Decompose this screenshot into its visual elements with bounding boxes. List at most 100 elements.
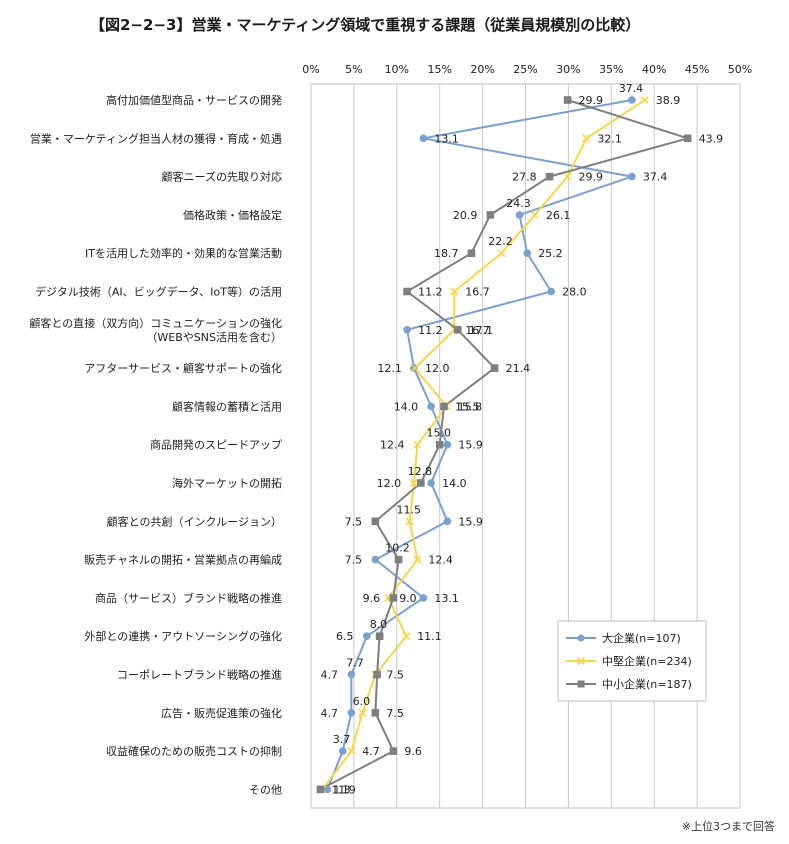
chart-title: 【図2−2−3】営業・マーケティング領域で重視する課題（従業員規模別の比較）: [90, 16, 641, 34]
x-axis-ticks: 0% 5% 10% 15% 20% 25% 30% 35% 40% 45% 50%: [302, 63, 752, 76]
data-point: [371, 555, 380, 564]
data-point: [427, 479, 435, 487]
data-point: [417, 479, 425, 487]
data-labels: 29.9 37.4 38.9 13.1 32.1 43.9 27.8 29.9 37.4 20.9…: [321, 82, 724, 796]
legend-label: 中小企業(n=187): [602, 677, 692, 691]
data-point: [410, 364, 419, 373]
data-point: [628, 96, 636, 104]
data-point: [435, 440, 444, 449]
x-tick-label: 15%: [427, 63, 451, 76]
data-point: [453, 326, 462, 334]
data-label: 24.3: [506, 197, 531, 210]
category-label: 外部との連携・アウトソーシングの強化: [84, 629, 282, 643]
data-label: 11.2: [418, 286, 443, 299]
data-label: 37.4: [643, 171, 668, 184]
data-point: [523, 249, 532, 257]
data-label: 38.9: [656, 94, 681, 107]
data-point: [316, 785, 325, 794]
data-label: 12.4: [380, 439, 405, 452]
data-point: [419, 594, 428, 602]
data-point: [582, 134, 591, 143]
x-tick-label: 20%: [470, 63, 494, 76]
data-label: 12.1: [377, 362, 402, 375]
category-label: 高付加価値型商品・サービスの開発: [106, 93, 282, 107]
data-point: [413, 440, 422, 449]
data-label: 12.4: [428, 554, 453, 567]
data-point: [323, 785, 332, 794]
data-point: [347, 709, 356, 717]
data-label: 7.5: [386, 669, 404, 682]
data-point: [338, 747, 347, 755]
data-label: 15.8: [458, 400, 483, 413]
data-point: [409, 478, 419, 488]
x-tick-label: 0%: [302, 63, 319, 76]
legend-item: 大企業(n=107): [566, 631, 681, 645]
data-point: [427, 402, 435, 411]
data-label: 1.1: [331, 783, 349, 796]
data-label: 37.4: [619, 82, 644, 95]
x-tick-label: 10%: [385, 63, 409, 76]
category-label: アフターサービス・顧客サポートの強化: [84, 361, 282, 375]
category-label: デジタル技術（AI、ビッグデータ、IoT等）の活用: [35, 285, 282, 299]
data-label: 7.5: [386, 707, 404, 720]
data-point: [389, 594, 398, 602]
data-label: 20.9: [453, 209, 478, 222]
data-label: 14.0: [442, 477, 467, 490]
x-tick-label: 25%: [513, 63, 537, 76]
data-point: [490, 364, 499, 372]
category-label: 広告・販売促進策の強化: [161, 706, 282, 720]
data-label: 17.1: [469, 324, 494, 337]
data-point: [375, 632, 384, 640]
data-label: 15.5: [455, 400, 480, 413]
data-point: [403, 287, 411, 296]
x-tick-label: 35%: [599, 63, 623, 76]
data-label: 11.5: [397, 503, 422, 516]
data-point: [403, 326, 411, 334]
data-label: 7.7: [346, 657, 364, 670]
data-point: [547, 287, 556, 296]
data-point: [497, 249, 506, 258]
data-label: 4.7: [362, 745, 380, 758]
x-tick-label: 40%: [642, 63, 666, 76]
x-tick-label: 45%: [685, 63, 709, 76]
category-label: 顧客ニーズの先取り対応: [162, 170, 282, 184]
series-markers: [316, 95, 692, 794]
data-point: [563, 96, 572, 104]
data-label: 3.7: [333, 733, 351, 746]
data-label: 8.0: [370, 618, 388, 631]
data-point: [419, 134, 428, 143]
x-tick-label: 5%: [345, 63, 362, 76]
category-label: 販売チャネルの開拓・営業拠点の再編成: [84, 553, 282, 567]
category-label: 顧客情報の蓄積と活用: [172, 399, 282, 413]
data-point: [389, 747, 398, 755]
data-point: [545, 172, 554, 181]
data-point: [530, 210, 540, 219]
legend-item: 中堅企業(n=234): [566, 654, 692, 668]
data-label: 32.1: [597, 132, 622, 145]
data-label: 28.0: [562, 286, 587, 299]
data-point: [683, 134, 692, 143]
data-label: 15.9: [458, 515, 483, 528]
data-label: 9.6: [363, 592, 381, 605]
category-label: 商品開発のスピードアップ: [150, 438, 282, 452]
legend: 大企業(n=107) 中堅企業(n=234) 中小企業(n=187): [557, 620, 707, 702]
category-label: 収益確保のための販売コストの抑制: [106, 744, 282, 758]
data-label: 26.1: [546, 209, 571, 222]
category-label: 商品（サービス）ブランド戦略の推進: [95, 591, 282, 605]
data-label: 4.7: [321, 707, 339, 720]
data-label: 1.3: [333, 783, 351, 796]
category-label: 顧客との共創（インクルージョン）: [107, 514, 282, 528]
legend-item: 中小企業(n=187): [566, 677, 692, 691]
data-label: 27.8: [512, 171, 537, 184]
data-label: 15.9: [458, 439, 483, 452]
x-tick-label: 30%: [556, 63, 580, 76]
category-labels: 高付加価値型商品・サービスの開発営業・マーケティング担当人材の獲得・育成・処遇顧…: [29, 93, 282, 796]
data-point: [373, 670, 381, 679]
category-label: コーポレートブランド戦略の推進: [117, 668, 282, 682]
data-point: [347, 747, 356, 756]
data-label: 10.2: [385, 542, 410, 555]
category-label: 価格政策・価格設定: [183, 208, 282, 222]
data-point: [467, 249, 476, 257]
data-point: [515, 211, 524, 219]
